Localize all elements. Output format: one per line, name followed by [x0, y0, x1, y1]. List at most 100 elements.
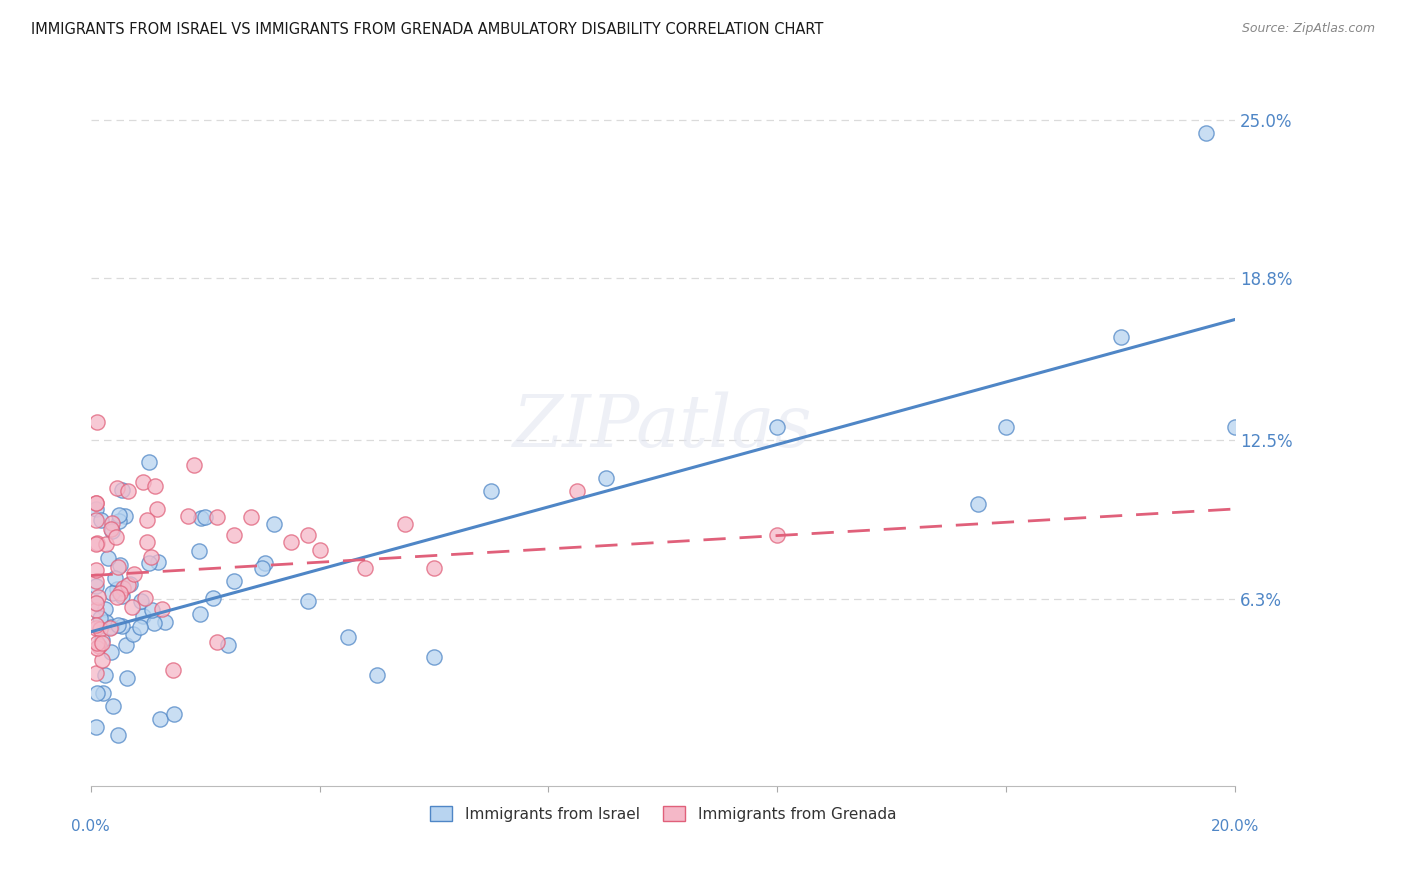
Point [595, 471, 617, 485]
Point [117, 578, 139, 592]
Legend: Immigrants from Israel, Immigrants from Grenada: Immigrants from Israel, Immigrants from … [423, 800, 903, 828]
Point [107, 560, 129, 574]
Point [136, 513, 159, 527]
Point [86, 621, 108, 635]
Point [101, 524, 124, 539]
Point [239, 509, 262, 524]
Point [254, 556, 277, 570]
Point [117, 484, 139, 499]
Point [131, 608, 153, 623]
Point [89, 622, 111, 636]
Point [252, 561, 274, 575]
Point [138, 455, 160, 469]
Point [423, 650, 446, 665]
Point [86, 665, 108, 680]
Point [86, 596, 108, 610]
Point [86, 496, 108, 510]
Point [423, 561, 446, 575]
Point [105, 481, 128, 495]
Point [217, 638, 239, 652]
Point [90, 513, 112, 527]
Point [94, 536, 117, 550]
Point [108, 585, 131, 599]
Point [766, 420, 789, 434]
Point [86, 502, 108, 516]
Point [966, 497, 988, 511]
Point [118, 576, 141, 591]
Point [143, 615, 166, 630]
Point [263, 517, 285, 532]
Point [394, 517, 416, 532]
Point [122, 566, 145, 581]
Point [222, 527, 245, 541]
Point [115, 671, 138, 685]
Point [190, 511, 212, 525]
Text: 20.0%: 20.0% [1211, 819, 1260, 834]
Point [337, 630, 360, 644]
Point [97, 551, 120, 566]
Point [149, 712, 172, 726]
Point [143, 479, 166, 493]
Point [110, 558, 132, 573]
Point [86, 563, 108, 577]
Point [86, 579, 108, 593]
Point [1109, 330, 1132, 344]
Point [153, 615, 176, 630]
Point [100, 620, 122, 634]
Point [107, 728, 129, 742]
Point [479, 483, 502, 498]
Point [86, 537, 108, 551]
Point [107, 618, 129, 632]
Point [183, 458, 205, 473]
Point [177, 509, 200, 524]
Point [132, 475, 155, 489]
Point [110, 619, 132, 633]
Point [128, 620, 150, 634]
Text: Source: ZipAtlas.com: Source: ZipAtlas.com [1241, 22, 1375, 36]
Text: ZIPatlas: ZIPatlas [513, 392, 813, 462]
Point [86, 596, 108, 610]
Point [115, 638, 138, 652]
Point [152, 601, 174, 615]
Point [111, 589, 134, 603]
Point [136, 535, 159, 549]
Point [86, 641, 108, 656]
Point [101, 698, 124, 713]
Point [105, 582, 128, 596]
Point [194, 509, 217, 524]
Point [163, 707, 186, 722]
Point [87, 590, 110, 604]
Point [98, 621, 121, 635]
Point [96, 615, 118, 629]
Text: IMMIGRANTS FROM ISRAEL VS IMMIGRANTS FROM GRENADA AMBULATORY DISABILITY CORRELAT: IMMIGRANTS FROM ISRAEL VS IMMIGRANTS FRO… [31, 22, 824, 37]
Point [111, 483, 134, 497]
Point [90, 633, 112, 648]
Point [86, 603, 108, 617]
Point [101, 586, 124, 600]
Point [188, 544, 211, 558]
Point [190, 607, 212, 621]
Point [114, 508, 136, 523]
Point [308, 543, 330, 558]
Point [297, 527, 319, 541]
Point [205, 509, 228, 524]
Point [86, 416, 108, 430]
Point [202, 591, 225, 605]
Point [995, 420, 1018, 434]
Point [89, 639, 111, 653]
Point [138, 556, 160, 570]
Point [100, 522, 122, 536]
Point [565, 483, 588, 498]
Point [297, 594, 319, 608]
Point [101, 516, 124, 530]
Point [86, 686, 108, 700]
Point [86, 513, 108, 527]
Point [354, 561, 377, 575]
Point [141, 603, 163, 617]
Point [207, 635, 229, 649]
Point [94, 668, 117, 682]
Point [139, 549, 162, 564]
Point [108, 514, 131, 528]
Point [134, 591, 156, 606]
Point [366, 668, 388, 682]
